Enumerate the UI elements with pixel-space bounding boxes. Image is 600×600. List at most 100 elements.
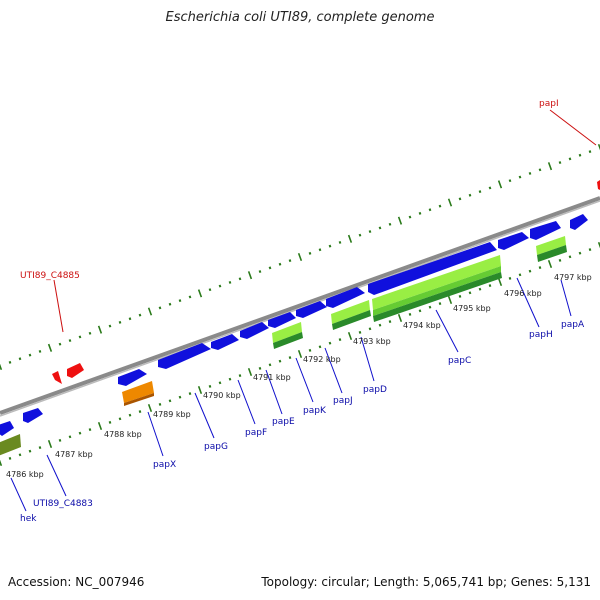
major-tick (497, 180, 503, 189)
tick-label: 4787 kbp (55, 450, 93, 459)
minor-tick (458, 294, 462, 298)
gene-label-hek[interactable]: hek (20, 514, 37, 524)
gene-label-uti89-c4883[interactable]: UTI89_C4883 (33, 499, 93, 509)
major-tick (447, 295, 453, 305)
cds-arrow[interactable] (570, 214, 588, 230)
minor-tick (168, 399, 172, 403)
minor-tick (358, 233, 362, 237)
minor-tick (488, 284, 492, 288)
leader-papj (324, 347, 343, 394)
minor-tick (68, 339, 72, 343)
major-tick (447, 198, 453, 207)
minor-tick (408, 215, 412, 219)
green-feature-dark[interactable] (332, 310, 371, 330)
major-tick (397, 216, 403, 225)
minor-tick (528, 171, 532, 175)
cds-arrow[interactable] (268, 312, 296, 328)
leader-papd (360, 336, 375, 382)
gene-label-group: hek UTI89_C4883 papX papG papF papE papK… (20, 99, 585, 524)
gene-label-papd[interactable]: papD (363, 385, 387, 395)
minor-tick (478, 287, 482, 291)
minor-tick (228, 280, 232, 284)
cds-arrow[interactable] (326, 287, 365, 308)
minor-tick (218, 381, 222, 385)
cds-arrow[interactable] (240, 322, 269, 339)
olive-feature[interactable] (0, 434, 21, 456)
cds-arrow[interactable] (368, 242, 497, 295)
gene-label-papj[interactable]: papJ (333, 396, 353, 406)
gene-label-papf[interactable]: papF (245, 428, 267, 438)
minor-tick (488, 186, 492, 190)
cds-arrow[interactable] (158, 343, 211, 369)
minor-tick (518, 273, 522, 277)
green-feature-light[interactable] (272, 322, 302, 343)
minor-tick (88, 331, 92, 335)
minor-tick (58, 342, 62, 346)
major-tick (547, 162, 553, 171)
red-label-papi[interactable]: papI (539, 99, 559, 109)
genome-backbone (0, 196, 600, 415)
minor-tick (418, 309, 422, 313)
minor-tick (258, 366, 262, 370)
cds-arrow[interactable] (23, 408, 43, 423)
minor-tick (138, 410, 142, 414)
green-feature-mid[interactable] (373, 266, 501, 316)
gene-label-papk[interactable]: papK (303, 406, 327, 416)
minor-tick (38, 349, 42, 353)
minor-tick (218, 284, 222, 288)
orange-feature[interactable] (122, 381, 154, 403)
cds-arrow[interactable] (530, 221, 561, 240)
feature-track (0, 180, 600, 456)
gene-label-papx[interactable]: papX (153, 460, 176, 470)
minor-tick (318, 345, 322, 349)
minor-tick (388, 320, 392, 324)
major-tick (147, 307, 153, 316)
red-feature[interactable] (597, 180, 600, 190)
minor-tick (578, 153, 582, 157)
minor-tick (538, 168, 542, 172)
minor-tick (118, 417, 122, 421)
green-feature-light[interactable] (536, 236, 566, 255)
major-tick (597, 241, 600, 249)
red-feature[interactable] (52, 371, 62, 384)
green-feature-light[interactable] (372, 255, 501, 310)
minor-tick (128, 413, 132, 417)
gene-label-pape[interactable]: papE (272, 417, 295, 427)
green-feature-dark[interactable] (537, 245, 567, 262)
cds-arrow[interactable] (498, 232, 529, 250)
tick-label: 4793 kbp (353, 337, 391, 346)
minor-tick (188, 295, 192, 299)
minor-tick (168, 302, 172, 306)
cds-arrow[interactable] (118, 369, 147, 386)
tick-label: 4792 kbp (303, 355, 341, 364)
red-label-uti89-c4885[interactable]: UTI89_C4885 (20, 271, 80, 281)
green-feature-dark[interactable] (273, 332, 303, 349)
minor-tick (558, 258, 562, 262)
topology-text: Topology: circular; Length: 5,065,741 bp… (261, 575, 591, 589)
minor-tick (8, 360, 12, 364)
gene-label-papc[interactable]: papC (448, 356, 471, 366)
cds-arrow[interactable] (211, 334, 239, 350)
minor-tick (318, 248, 322, 252)
minor-tick (558, 161, 562, 165)
gene-label-papa[interactable]: papA (561, 320, 585, 330)
cds-arrow[interactable] (296, 301, 327, 318)
minor-tick (18, 453, 22, 457)
red-feature[interactable] (67, 363, 84, 378)
minor-tick (438, 302, 442, 306)
major-tick (97, 421, 103, 431)
major-tick (247, 367, 253, 377)
minor-tick (428, 305, 432, 309)
gene-label-papg[interactable]: papG (204, 442, 228, 452)
minor-tick (368, 327, 372, 331)
minor-tick (208, 384, 212, 388)
minor-tick (468, 193, 472, 197)
cds-arrow[interactable] (0, 421, 14, 436)
major-tick (47, 439, 53, 449)
gene-label-paph[interactable]: papH (529, 330, 553, 340)
tick-label: 4786 kbp (6, 470, 44, 479)
map-title: Escherichia coli UTI89, complete genome (165, 10, 435, 25)
green-feature-light[interactable] (331, 300, 370, 324)
minor-tick (78, 431, 82, 435)
green-feature-dark[interactable] (373, 272, 502, 322)
